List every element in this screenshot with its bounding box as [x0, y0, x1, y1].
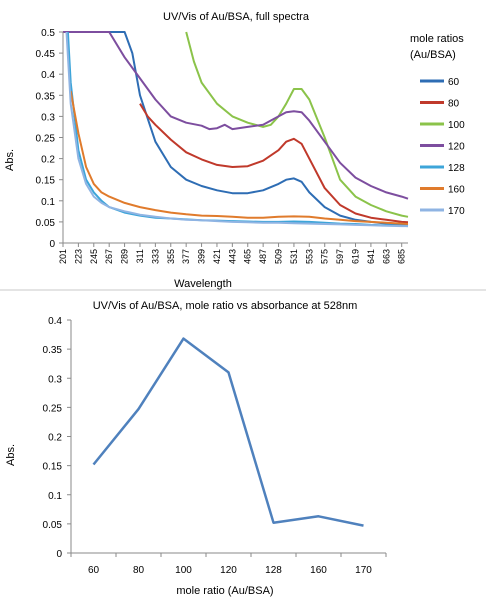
spectrum-series-line-160: [69, 90, 409, 225]
chart1-y-axis-label: Abs.: [4, 149, 16, 171]
chart1-x-tick-label: 641: [366, 249, 376, 264]
chart2-y-tick-label: 0.25: [43, 403, 63, 414]
chart2-y-tick-label: 0.4: [48, 316, 62, 327]
chart1-x-tick-label: 201: [58, 249, 68, 264]
chart1-x-tick-label: 267: [104, 249, 114, 264]
chart1-y-tick-label: 0.4: [41, 70, 55, 81]
chart1-y-tick-label: 0.3: [41, 112, 55, 123]
legend-label-80: 80: [448, 99, 460, 110]
legend-label-160: 160: [448, 185, 465, 196]
chart1-x-tick-label: 465: [243, 249, 253, 264]
chart1-x-tick-label: 399: [197, 249, 207, 264]
chart2-y-tick-label: 0.2: [48, 433, 62, 444]
chart2-y-tick-label: 0.35: [43, 345, 63, 356]
chart2-x-tick-label: 120: [220, 565, 237, 576]
chart1-x-tick-label: 663: [381, 249, 391, 264]
chart2-x-tick-label: 60: [88, 565, 100, 576]
legend-label-60: 60: [448, 77, 460, 88]
chart1-y-tick-label: 0.1: [41, 197, 55, 208]
chart1-x-tick-label: 245: [89, 249, 99, 264]
chart1-x-tick-label: 443: [227, 249, 237, 264]
chart1-x-tick-label: 311: [135, 249, 145, 263]
legend-title-line2: (Au/BSA): [410, 49, 456, 61]
chart1-y-tick-label: 0.05: [36, 218, 56, 229]
chart2-title: UV/Vis of Au/BSA, mole ratio vs absorban…: [93, 300, 358, 312]
chart2-y-tick-label: 0.05: [43, 520, 63, 531]
chart1-y-tick-label: 0.2: [41, 155, 55, 166]
spectrum-series-line-170: [65, 31, 408, 228]
chart2-x-tick-label: 170: [355, 565, 372, 576]
chart2-x-tick-label: 80: [133, 565, 145, 576]
chart1-x-tick-label: 333: [150, 249, 160, 264]
chart1-x-tick-label: 597: [335, 249, 345, 264]
chart1-y-tick-label: 0.15: [36, 176, 56, 187]
chart1-x-tick-label: 685: [397, 249, 407, 264]
chart1-x-tick-label: 553: [304, 249, 314, 264]
legend-title-line1: mole ratios: [410, 33, 464, 45]
chart1-x-tick-label: 223: [73, 249, 83, 264]
chart2-x-tick-label: 160: [310, 565, 327, 576]
chart1-title: UV/Vis of Au/BSA, full spectra: [163, 11, 310, 23]
chart1-x-tick-label: 575: [320, 249, 330, 264]
absorbance-series-line: [92, 337, 364, 527]
chart1-y-tick-label: 0.25: [36, 134, 56, 145]
chart2-x-tick-label: 100: [175, 565, 192, 576]
chart-full-spectra: UV/Vis of Au/BSA, full spectra Abs. Wave…: [4, 11, 465, 290]
legend-label-128: 128: [448, 163, 465, 174]
chart-mole-ratio: UV/Vis of Au/BSA, mole ratio vs absorban…: [5, 300, 387, 597]
chart1-y-tick-label: 0.35: [36, 91, 56, 102]
spectrum-series-line-100: [185, 31, 409, 218]
spectrum-series-line-80: [139, 103, 409, 224]
chart1-x-tick-label: 421: [212, 249, 222, 264]
chart1-x-tick-label: 531: [289, 249, 299, 264]
chart2-y-tick-label: 0.3: [48, 374, 62, 385]
chart1-x-tick-label: 509: [274, 249, 284, 264]
chart2-y-tick-label: 0.15: [43, 462, 63, 473]
legend-label-170: 170: [448, 206, 465, 217]
chart1-x-axis-label: Wavelength: [174, 278, 232, 290]
chart1-y-tick-label: 0.45: [36, 49, 56, 60]
spectrum-series-line-60: [109, 31, 409, 227]
chart2-y-axis-label: Abs.: [5, 444, 17, 466]
chart2-x-axis-label: mole ratio (Au/BSA): [176, 585, 273, 597]
chart2-x-tick-label: 128: [265, 565, 282, 576]
chart1-x-tick-label: 619: [351, 249, 361, 264]
legend-label-120: 120: [448, 142, 465, 153]
chart1-x-tick-label: 355: [166, 249, 176, 264]
chart2-y-tick-label: 0.1: [48, 491, 62, 502]
legend-label-100: 100: [448, 120, 465, 131]
spectrum-series-line-120: [63, 31, 409, 200]
chart1-x-tick-label: 487: [258, 249, 268, 264]
chart1-x-tick-label: 289: [120, 249, 130, 264]
chart1-y-tick-label: 0: [49, 239, 55, 250]
chart1-y-tick-label: 0.5: [41, 28, 55, 39]
chart2-y-tick-label: 0: [56, 549, 62, 560]
chart1-x-tick-label: 377: [181, 249, 191, 264]
